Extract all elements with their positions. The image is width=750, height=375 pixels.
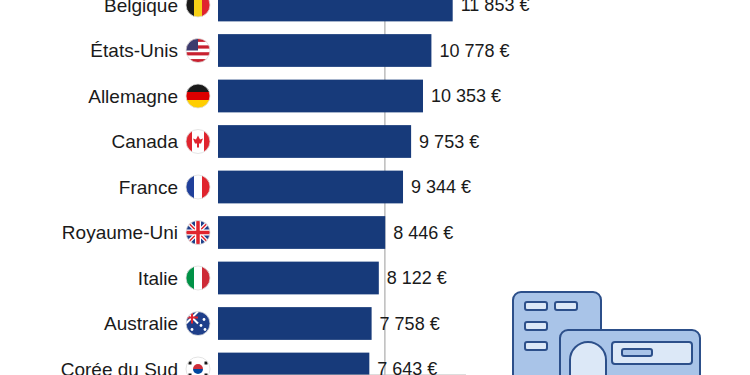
flag xyxy=(186,221,210,245)
bar xyxy=(218,171,403,204)
bar xyxy=(218,34,431,67)
flag xyxy=(186,39,210,63)
data-label: 8 446 € xyxy=(393,223,453,243)
bar xyxy=(218,262,379,295)
bar xyxy=(218,125,411,158)
category-label: Italie xyxy=(138,268,178,289)
data-labels: 11 853 € 10 778 € 10 353 € 9 753 € 9 344 € 8 … xyxy=(377,0,529,375)
category-label: Royaume-Uni xyxy=(62,222,178,243)
data-label: 10 353 € xyxy=(431,86,501,106)
flag xyxy=(186,0,210,17)
data-label: 9 344 € xyxy=(411,177,471,197)
flag xyxy=(186,84,210,108)
data-label: 11 853 € xyxy=(461,0,530,15)
flag xyxy=(186,312,210,336)
flags xyxy=(186,0,210,375)
data-label: 7 758 € xyxy=(380,314,440,334)
category-label: France xyxy=(119,177,178,198)
data-label: 9 753 € xyxy=(419,132,479,152)
category-label: Canada xyxy=(111,131,178,152)
category-label: États-Unis xyxy=(90,40,178,61)
category-label: Corée du Sud xyxy=(61,359,178,375)
chart: Belgique États-Unis Allemagne Canada France R… xyxy=(0,0,750,375)
flag xyxy=(186,130,210,154)
data-label: 10 778 € xyxy=(439,41,509,61)
data-label: 7 643 € xyxy=(377,359,437,375)
bar xyxy=(218,307,372,340)
category-labels: Belgique États-Unis Allemagne Canada France R… xyxy=(61,0,179,375)
category-label: Australie xyxy=(104,313,178,334)
flag xyxy=(186,175,210,199)
bar xyxy=(218,0,453,21)
bar xyxy=(218,353,369,375)
flag xyxy=(186,357,210,375)
category-label: Allemagne xyxy=(88,86,178,107)
category-label: Belgique xyxy=(104,0,178,16)
bar xyxy=(218,80,423,113)
illustration xyxy=(513,292,700,375)
flag xyxy=(186,266,210,290)
bar xyxy=(218,216,385,249)
data-label: 8 122 € xyxy=(387,268,447,288)
